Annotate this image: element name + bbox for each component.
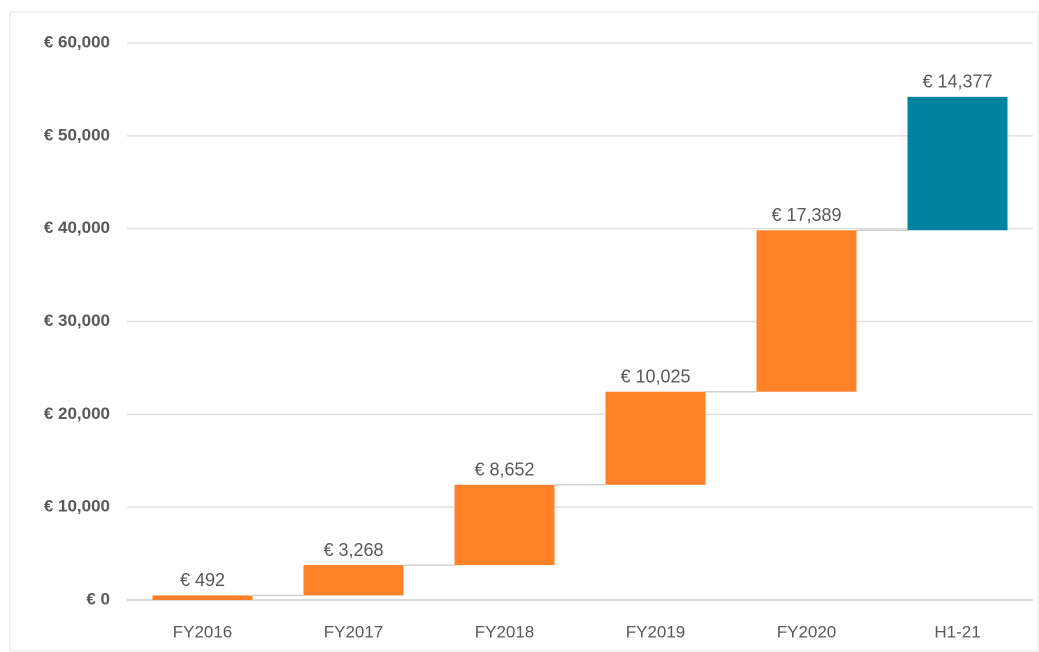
- y-tick-label: € 20,000: [44, 404, 110, 423]
- bar: [303, 565, 404, 596]
- y-tick-label: € 0: [86, 589, 110, 608]
- y-tick-label: € 30,000: [44, 311, 110, 330]
- bar: [454, 484, 555, 566]
- value-label: € 10,025: [620, 366, 690, 386]
- bar: [907, 96, 1008, 231]
- y-tick-label: € 60,000: [44, 32, 110, 51]
- value-label: € 3,268: [323, 540, 383, 560]
- y-tick-label: € 50,000: [44, 125, 110, 144]
- x-tick-label: FY2020: [777, 622, 837, 641]
- y-tick-label: € 40,000: [44, 218, 110, 237]
- value-label: € 17,389: [771, 205, 841, 225]
- y-tick-label: € 10,000: [44, 497, 110, 516]
- bar: [605, 391, 706, 485]
- chart-frame: [9, 11, 1039, 652]
- x-tick-label: FY2018: [475, 622, 535, 641]
- x-tick-label: FY2016: [173, 622, 233, 641]
- x-tick-label: H1-21: [934, 622, 980, 641]
- value-label: € 14,377: [922, 72, 992, 92]
- bar: [152, 595, 253, 600]
- bar: [756, 230, 857, 392]
- value-label: € 8,652: [474, 460, 534, 480]
- x-tick-label: FY2019: [626, 622, 686, 641]
- x-tick-label: FY2017: [324, 622, 384, 641]
- value-label: € 492: [180, 570, 225, 590]
